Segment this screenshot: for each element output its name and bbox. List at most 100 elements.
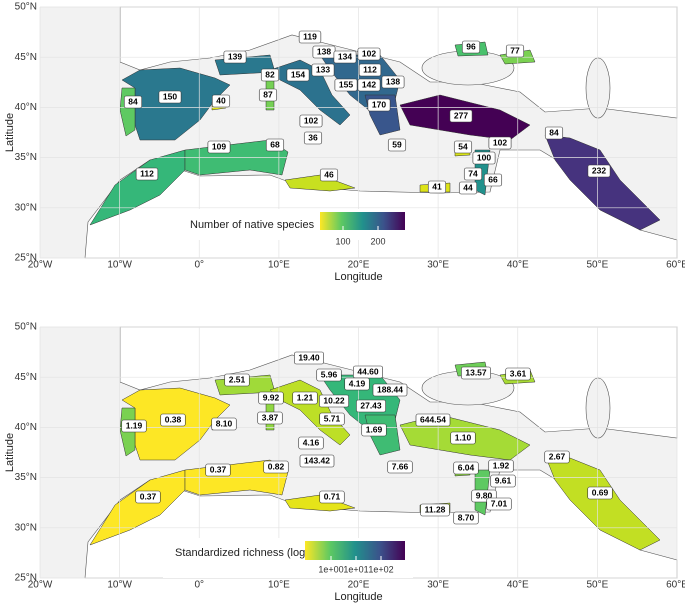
- land: [119, 6, 678, 119]
- region-label-box: [415, 413, 451, 427]
- region-label-box: [453, 461, 479, 475]
- region-label-box: [420, 503, 450, 517]
- region-label-box: [461, 366, 491, 380]
- region-label-box: [387, 460, 413, 474]
- region-label: 1.19: [126, 420, 143, 430]
- region-label-box: [263, 460, 289, 474]
- region-label-box: [224, 373, 250, 387]
- region-label-box: [357, 47, 381, 61]
- region-label-box: [319, 168, 339, 182]
- region-label: 36: [308, 132, 318, 142]
- region-label: 5.96: [321, 369, 338, 379]
- x-tick-label: 30°E: [427, 260, 449, 271]
- region-label-box: [121, 419, 147, 433]
- region-label: 0.37: [210, 464, 227, 474]
- y-tick-label: 25°N: [15, 253, 37, 264]
- region-label: 102: [304, 115, 318, 125]
- region-label: 139: [228, 51, 242, 61]
- region-label-box: [299, 114, 323, 128]
- region-label: 3.87: [262, 412, 279, 422]
- region-label-box: [544, 126, 564, 140]
- region-label: 54: [458, 141, 468, 151]
- region-label: 2.67: [549, 451, 566, 461]
- y-tick-label: 45°N: [15, 52, 37, 63]
- region-label-box: [463, 167, 483, 181]
- region-label-box: [453, 140, 473, 154]
- y-axis-title: Latitude: [4, 433, 16, 472]
- region-label: 84: [128, 96, 138, 106]
- region-label-box: [207, 140, 231, 154]
- region-label-box: [123, 95, 143, 109]
- region-label: 68: [270, 139, 280, 149]
- region-label-box: [587, 164, 611, 178]
- x-tick-label: 10°W: [107, 260, 132, 271]
- region-label-box: [286, 68, 310, 82]
- region-label: 46: [324, 169, 334, 179]
- region-label: 84: [549, 127, 559, 137]
- region-label-box: [356, 399, 386, 413]
- region-label: 96: [466, 41, 476, 51]
- x-axis-title: Longitude: [334, 591, 382, 603]
- region-label: 1.92: [493, 460, 510, 470]
- region-label-box: [265, 138, 285, 152]
- region-label: 142: [362, 79, 376, 89]
- inland-sea: [421, 50, 515, 86]
- colorbar: [320, 212, 405, 230]
- region-label-box: [361, 423, 387, 437]
- x-tick-label: 30°E: [427, 580, 449, 591]
- region-label-box: [294, 351, 324, 365]
- region-label-box: [205, 463, 231, 477]
- region-label: 150: [163, 91, 177, 101]
- map-panel: 20°W 10°W 0° 10°E 20°E 30°E 40°E 50°E 60°E 50°N 45…: [4, 322, 685, 603]
- region-label-box: [458, 181, 478, 195]
- region-label-box: [292, 391, 318, 405]
- region-label: 134: [338, 51, 352, 61]
- region-label: 0.69: [592, 487, 609, 497]
- region-label: 1.10: [455, 432, 472, 442]
- region: [284, 174, 356, 192]
- region-label: 9.80: [476, 490, 493, 500]
- colorbar: [305, 541, 405, 560]
- x-tick-label: 20°W: [28, 580, 53, 591]
- region-label: 138: [317, 46, 331, 56]
- region-label: 8.10: [216, 418, 233, 428]
- region-label: 170: [372, 99, 386, 109]
- region-label-box: [316, 368, 342, 382]
- region-label-box: [135, 167, 159, 181]
- region-label-box: [158, 90, 182, 104]
- region-label-box: [298, 30, 322, 44]
- region-label-box: [319, 394, 349, 408]
- region: [284, 494, 356, 512]
- x-tick-label: 40°E: [507, 260, 529, 271]
- region-label: 3.61: [510, 368, 527, 378]
- x-tick-label: 0°: [194, 260, 204, 271]
- region-label: 2.51: [229, 374, 246, 384]
- region-label: 44: [463, 182, 473, 192]
- region-label-box: [258, 391, 284, 405]
- region-label: 1.21: [297, 392, 314, 402]
- region-label: 9.61: [495, 475, 512, 485]
- x-tick-label: 20°E: [348, 580, 370, 591]
- x-tick-label: 20°W: [28, 260, 53, 271]
- region-label-box: [298, 436, 324, 450]
- region-label-box: [334, 78, 358, 92]
- region-label: 277: [454, 110, 468, 120]
- region-label-box: [211, 417, 237, 431]
- map-panel: 20°W 10°W 0° 10°E 20°E 30°E 40°E 50°E 60°E 50°N 45…: [4, 2, 685, 283]
- legend-title: Number of native species: [190, 219, 315, 231]
- region-label: 66: [488, 174, 498, 184]
- region-label-box: [299, 454, 335, 468]
- x-tick-label: 0°: [194, 580, 204, 591]
- region-label: 13.57: [465, 367, 487, 377]
- legend-title: Standardized richness (log10): [175, 547, 321, 559]
- y-tick-label: 45°N: [15, 372, 37, 383]
- region-label: 112: [363, 64, 377, 74]
- region-label: 19.40: [298, 352, 320, 362]
- region-label-box: [587, 486, 613, 500]
- region-label: 100: [477, 152, 491, 162]
- y-tick-label: 35°N: [15, 152, 37, 163]
- region-label: 44.60: [357, 366, 379, 376]
- y-tick-label: 35°N: [15, 472, 37, 483]
- region-label-box: [505, 44, 525, 58]
